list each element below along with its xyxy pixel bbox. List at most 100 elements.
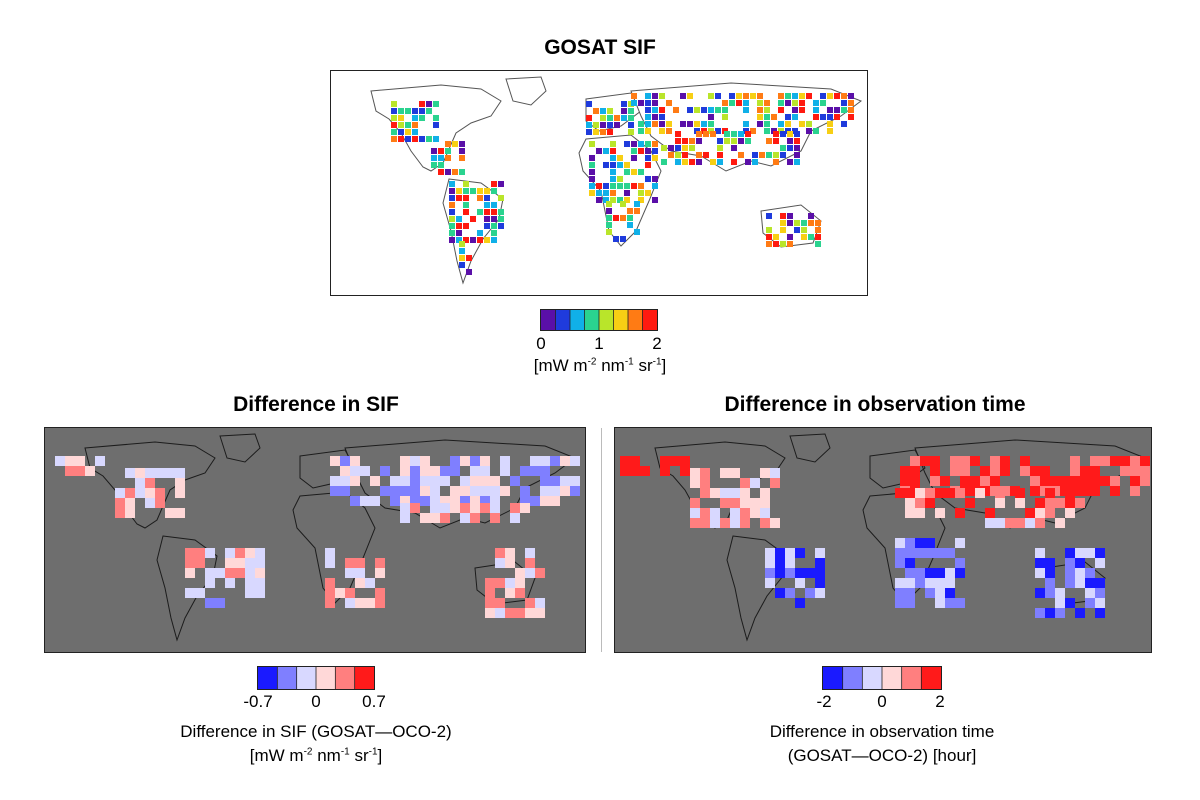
- difference-cell: [905, 588, 915, 598]
- difference-cell: [380, 486, 390, 496]
- difference-cell: [995, 488, 1005, 498]
- difference-cell: [420, 496, 430, 506]
- sif-pixel: [780, 213, 786, 219]
- difference-cell: [1000, 456, 1010, 466]
- difference-cell: [195, 588, 205, 598]
- difference-cell: [500, 466, 510, 476]
- sif-pixel: [724, 131, 730, 137]
- difference-cell: [420, 486, 430, 496]
- sif-pixel: [498, 181, 504, 187]
- sif-pixel: [799, 93, 805, 99]
- difference-cell: [340, 466, 350, 476]
- difference-cell: [1100, 456, 1110, 466]
- difference-cell: [350, 456, 360, 466]
- sif-pixel: [586, 101, 592, 107]
- sif-pixel: [666, 128, 672, 134]
- sif-pixel: [631, 100, 637, 106]
- sif-pixel: [628, 129, 634, 135]
- difference-cell: [1140, 476, 1150, 486]
- sif-pixel: [610, 148, 616, 154]
- difference-cell: [420, 513, 430, 523]
- sif-pixel: [603, 197, 609, 203]
- sif-pixel: [724, 138, 730, 144]
- sif-pixel: [634, 208, 640, 214]
- difference-cell: [525, 568, 535, 578]
- difference-cell: [955, 598, 965, 608]
- difference-cell: [710, 508, 720, 518]
- difference-cell: [340, 476, 350, 486]
- difference-cell: [430, 513, 440, 523]
- difference-cell: [1000, 466, 1010, 476]
- sif-pixel: [449, 237, 455, 243]
- sif-pixel: [470, 237, 476, 243]
- time-colorbar-segment: [901, 667, 922, 689]
- sif-pixel: [631, 93, 637, 99]
- sif-pixel: [613, 236, 619, 242]
- sif-pixel: [459, 262, 465, 268]
- difference-cell: [1110, 476, 1120, 486]
- difference-cell: [905, 538, 915, 548]
- sif-pixel: [449, 230, 455, 236]
- time-difference-title: Difference in observation time: [724, 393, 1026, 416]
- sif-pixel: [834, 107, 840, 113]
- difference-cell: [1055, 498, 1065, 508]
- gosat-colorbar-tick-0: 0: [536, 334, 546, 353]
- difference-cell: [390, 486, 400, 496]
- difference-cell: [450, 456, 460, 466]
- difference-cell: [205, 598, 215, 608]
- difference-cell: [525, 608, 535, 618]
- difference-cell: [970, 456, 980, 466]
- sif-pixel: [638, 128, 644, 134]
- difference-cell: [1020, 466, 1030, 476]
- sif-pixel: [610, 190, 616, 196]
- difference-cell: [485, 598, 495, 608]
- difference-cell: [1040, 466, 1050, 476]
- sif-pixel: [445, 169, 451, 175]
- sif-pixel: [606, 208, 612, 214]
- gosat-colorbar-segment: [613, 310, 629, 330]
- time-colorbar-segment: [921, 667, 941, 689]
- sif-pixel: [827, 114, 833, 120]
- sif-pixel: [652, 148, 658, 154]
- difference-cell: [770, 468, 780, 478]
- difference-cell: [765, 578, 775, 588]
- sif-pixel: [815, 241, 821, 247]
- sif-colorbar-segment: [335, 667, 356, 689]
- time-colorbar-segment: [862, 667, 883, 689]
- difference-cell: [1095, 578, 1105, 588]
- sif-pixel: [773, 138, 779, 144]
- difference-cell: [515, 568, 525, 578]
- sif-pixel: [617, 162, 623, 168]
- sif-pixel: [624, 169, 630, 175]
- difference-cell: [480, 486, 490, 496]
- difference-cell: [720, 468, 730, 478]
- sif-pixel: [610, 183, 616, 189]
- sif-pixel: [766, 234, 772, 240]
- difference-cell: [1045, 568, 1055, 578]
- difference-cell: [1015, 488, 1025, 498]
- difference-cell: [495, 558, 505, 568]
- sif-pixel: [773, 152, 779, 158]
- difference-cell: [135, 468, 145, 478]
- sif-pixel: [668, 152, 674, 158]
- difference-cell: [930, 456, 940, 466]
- difference-cell: [730, 518, 740, 528]
- sif-pixel: [827, 121, 833, 127]
- difference-cell: [115, 488, 125, 498]
- difference-cell: [710, 488, 720, 498]
- difference-cell: [490, 496, 500, 506]
- sif-pixel: [659, 93, 665, 99]
- sif-pixel: [675, 138, 681, 144]
- sif-pixel: [449, 202, 455, 208]
- difference-cell: [430, 496, 440, 506]
- difference-cell: [1085, 598, 1095, 608]
- difference-cell: [460, 456, 470, 466]
- sif-pixel: [631, 155, 637, 161]
- difference-cell: [145, 468, 155, 478]
- difference-cell: [1140, 456, 1150, 466]
- sif-pixel: [452, 141, 458, 147]
- sif-pixel: [815, 227, 821, 233]
- difference-cell: [450, 496, 460, 506]
- sif-pixel: [610, 141, 616, 147]
- sif-pixel: [433, 136, 439, 142]
